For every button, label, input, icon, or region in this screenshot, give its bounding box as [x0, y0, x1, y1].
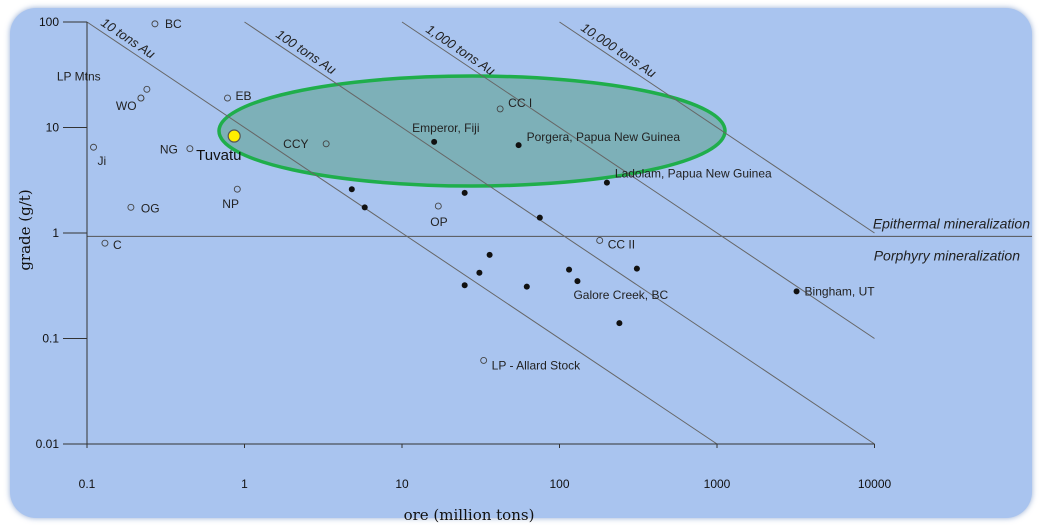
highlight-ellipse	[217, 74, 727, 188]
x-tick-label: 100	[549, 477, 569, 491]
tonnage-line-label: 1,000 tons Au	[423, 21, 498, 78]
tonnage-line	[86, 21, 718, 445]
open-point	[151, 20, 159, 28]
y-tick-label: 100	[39, 15, 59, 29]
open-point	[596, 236, 604, 244]
y-tick-label: 0.01	[36, 437, 60, 451]
open-point	[143, 85, 151, 93]
x-axis-title: ore (million tons)	[404, 506, 535, 524]
open-point	[137, 94, 145, 102]
y-tick-label: 1	[52, 226, 59, 240]
chart-grid: Epithermal mineralization Porphyry minera…	[87, 215, 1032, 263]
point-label: Ji	[98, 154, 107, 168]
point-label: Galore Creek, BC	[573, 288, 668, 302]
point-label: NG	[160, 143, 178, 157]
filled-point	[536, 214, 543, 221]
point-label: CC I	[508, 96, 532, 110]
filled-point	[486, 251, 493, 258]
open-point	[496, 105, 504, 113]
tonnage-line	[559, 21, 875, 234]
open-point	[186, 145, 194, 153]
filled-point	[431, 138, 438, 145]
filled-point	[633, 265, 640, 272]
open-point	[90, 143, 97, 151]
porphyry-label: Porphyry mineralization	[874, 247, 1020, 263]
x-tick-label: 10	[395, 477, 409, 491]
tonnage-line-label: 100 tons Au	[273, 26, 339, 77]
filled-point	[461, 282, 468, 289]
point-label: CC II	[608, 237, 635, 251]
filled-point	[603, 179, 610, 186]
tonnage-line-label: 10 tons Au	[98, 15, 158, 62]
open-point	[101, 239, 109, 247]
point-label: EB	[236, 89, 252, 103]
open-point	[480, 356, 488, 364]
tuvatu-label: Tuvatu	[196, 147, 241, 164]
point-label: C	[113, 238, 122, 252]
point-label: NP	[222, 197, 239, 211]
tonnage-line	[401, 21, 875, 339]
filled-point	[616, 320, 623, 327]
point-label: Ladolam, Papua New Guinea	[615, 167, 772, 181]
y-tick-label: 10	[46, 121, 60, 135]
chart-axes: 0.1 1 10 100 1000 10000 100 10 1 0.1 0.01	[36, 15, 892, 491]
filled-point	[523, 283, 530, 290]
filled-point	[566, 266, 573, 273]
filled-point	[793, 288, 800, 295]
point-label: BC	[165, 17, 182, 31]
filled-point	[461, 189, 468, 196]
tuvatu-point	[227, 129, 241, 143]
point-label: OG	[141, 201, 160, 215]
open-point	[127, 203, 135, 211]
point-label: WO	[116, 99, 137, 113]
filled-point	[574, 278, 581, 285]
tonnage-line	[244, 21, 875, 445]
point-label: CCY	[283, 137, 308, 151]
x-tick-label: 1000	[704, 477, 731, 491]
y-axis-title: grade (g/t)	[16, 189, 34, 270]
y-tick-label: 0.1	[42, 332, 59, 346]
filled-point	[476, 269, 483, 276]
open-point	[233, 185, 241, 193]
filled-point	[361, 204, 368, 211]
epithermal-label: Epithermal mineralization	[873, 215, 1030, 231]
point-label: Porgera, Papua New Guinea	[527, 130, 681, 144]
open-point	[224, 94, 231, 102]
point-label: Emperor, Fiji	[412, 121, 479, 135]
open-point	[322, 140, 330, 148]
x-tick-label: 1	[241, 477, 248, 491]
data-points: BC LP Mtns WO EB NG Ji CCY CC I NP OG OP C CC II LP -…	[57, 17, 875, 373]
filled-point	[515, 142, 522, 149]
x-tick-label: 10000	[858, 477, 892, 491]
tonnage-line-label: 10,000 tons Au	[578, 20, 659, 81]
point-label: LP - Allard Stock	[492, 358, 581, 372]
open-point	[434, 202, 442, 210]
point-label: LP Mtns	[57, 69, 101, 83]
point-label: Bingham, UT	[805, 284, 876, 298]
x-tick-label: 0.1	[79, 477, 96, 491]
filled-point	[348, 186, 355, 193]
point-label: OP	[430, 215, 447, 229]
